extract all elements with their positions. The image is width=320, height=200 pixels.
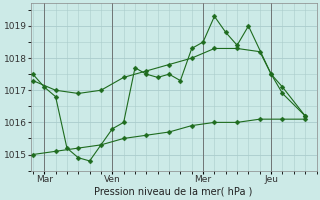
X-axis label: Pression niveau de la mer( hPa ): Pression niveau de la mer( hPa ) [94,187,253,197]
